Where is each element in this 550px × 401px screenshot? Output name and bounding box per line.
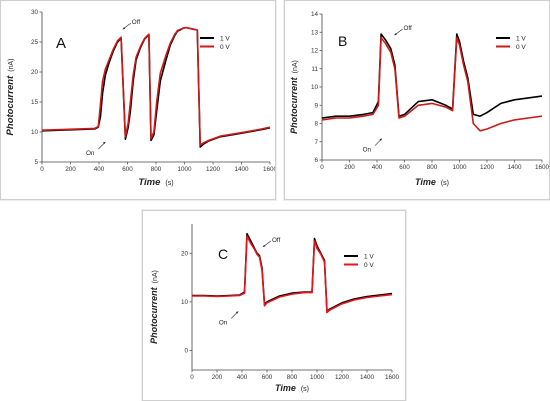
x-axis-title: Time (s): [275, 383, 309, 393]
legend-label: 1 V: [516, 35, 526, 42]
x-tick-label: 800: [427, 164, 438, 171]
y-tick-label: 10: [31, 129, 39, 136]
x-axis-unit: (s): [165, 180, 173, 187]
legend-label: 0 V: [220, 44, 230, 51]
panel-b: 0 200 400 600 800 1000 1200 1400 1600 6 7 8 9 10 11 12 1…: [284, 0, 550, 200]
series-line-1v: [41, 26, 271, 148]
legend-label: 0 V: [364, 262, 374, 269]
x-tick-label: 1000: [177, 166, 192, 173]
x-axis-unit: (s): [441, 180, 449, 187]
y-axis-unit: (nA): [8, 59, 15, 72]
chart-b: 0 200 400 600 800 1000 1200 1400 1600 6 7 8 9 10 11 12 1…: [289, 11, 550, 187]
x-axis-title-text: Time: [415, 177, 436, 187]
y-tick-label: 5: [34, 159, 38, 166]
x-tick-label: 200: [65, 166, 76, 173]
x-tick-label: 400: [372, 164, 383, 171]
chart-a: 0 200 400 600 800 1000 1200 1400 1600 5 10 15 20 25 30…: [5, 9, 276, 188]
y-tick-label: 25: [31, 39, 39, 46]
x-axis-title-text: Time: [275, 383, 296, 393]
annotation-label: On: [219, 319, 228, 326]
panel-a: 0 200 400 600 800 1000 1200 1400 1600 5 10 15 20 25 30…: [0, 0, 276, 200]
x-tick-label: 200: [212, 374, 223, 381]
annotation-label: Off: [132, 19, 141, 26]
series-line-0v: [41, 26, 271, 146]
annotation-arrowhead: [235, 311, 239, 314]
x-tick-label: 1600: [263, 166, 276, 173]
x-tick-label: 0: [40, 166, 44, 173]
x-tick-label: 1000: [452, 164, 467, 171]
x-tick-label: 1400: [507, 164, 522, 171]
annotation-label: On: [363, 147, 372, 154]
y-tick-label: 20: [181, 250, 189, 257]
y-axis-title: Photocurrent (nA): [149, 270, 159, 344]
x-tick-label: 600: [122, 166, 133, 173]
panel-letter: A: [56, 35, 66, 52]
panel-c: 0 200 400 600 800 1000 1200 1400 1600 0 10 20 Photoc…: [142, 210, 406, 401]
legend-label: 1 V: [220, 35, 230, 42]
y-axis-title: Photocurrent (nA): [5, 59, 16, 136]
series-line-0v: [192, 235, 393, 314]
y-axis-title-text: Photocurrent: [149, 286, 159, 344]
y-tick-label: 8: [314, 121, 318, 128]
x-tick-label: 0: [190, 374, 194, 381]
legend-label: 0 V: [516, 44, 526, 51]
series-line-0v: [321, 36, 543, 132]
x-axis-title: Time (s): [415, 177, 449, 187]
y-axis-title: Photocurrent (nA): [289, 60, 299, 134]
x-tick-label: 1400: [360, 374, 375, 381]
y-tick-label: 9: [314, 102, 318, 109]
y-axis-title-text: Photocurrent: [5, 75, 16, 135]
x-tick-label: 600: [399, 164, 410, 171]
x-tick-label: 1600: [535, 164, 550, 171]
y-tick-label: 12: [311, 48, 319, 55]
x-tick-label: 0: [320, 164, 324, 171]
annotation-label: On: [86, 150, 95, 157]
x-tick-label: 400: [94, 166, 105, 173]
annotation-arrowhead: [102, 142, 106, 145]
annotation-arrowhead: [379, 138, 382, 141]
annotation-arrowhead: [394, 33, 397, 36]
y-tick-label: 30: [31, 9, 39, 16]
y-axis-title-text: Photocurrent: [289, 76, 299, 134]
annotation-arrowhead: [263, 244, 266, 247]
x-tick-label: 1000: [310, 374, 325, 381]
x-tick-label: 800: [287, 374, 298, 381]
annotation-label: Off: [272, 237, 281, 244]
y-tick-label: 10: [311, 84, 319, 91]
x-tick-label: 800: [151, 166, 162, 173]
panel-letter: C: [218, 246, 228, 262]
y-axis-unit: (nA): [152, 270, 159, 283]
x-tick-label: 1400: [234, 166, 249, 173]
y-tick-label: 7: [314, 139, 318, 146]
y-tick-label: 6: [314, 157, 318, 164]
series-line-1v: [321, 33, 543, 119]
annotation-label: Off: [404, 25, 413, 32]
x-tick-label: 200: [344, 164, 355, 171]
x-tick-label: 1200: [480, 164, 495, 171]
x-tick-label: 1600: [385, 374, 400, 381]
y-tick-label: 14: [311, 11, 319, 18]
y-tick-label: 15: [31, 99, 39, 106]
y-tick-label: 0: [184, 348, 188, 355]
x-tick-label: 1200: [335, 374, 350, 381]
x-axis-unit: (s): [301, 386, 309, 393]
x-axis-title: Time (s): [138, 177, 173, 188]
y-axis-unit: (nA): [292, 60, 299, 73]
y-tick-label: 11: [311, 66, 318, 73]
chart-c: 0 200 400 600 800 1000 1200 1400 1600 0 10 20 Photoc…: [149, 224, 400, 393]
x-tick-label: 400: [237, 374, 248, 381]
y-tick-label: 10: [181, 299, 189, 306]
x-axis-title-text: Time: [138, 177, 161, 188]
annotation-arrowhead: [122, 27, 126, 30]
y-tick-label: 20: [31, 69, 39, 76]
x-tick-label: 1200: [206, 166, 221, 173]
panel-letter: B: [338, 33, 347, 49]
y-tick-label: 13: [311, 29, 319, 36]
x-tick-label: 600: [262, 374, 273, 381]
legend-label: 1 V: [364, 253, 374, 260]
